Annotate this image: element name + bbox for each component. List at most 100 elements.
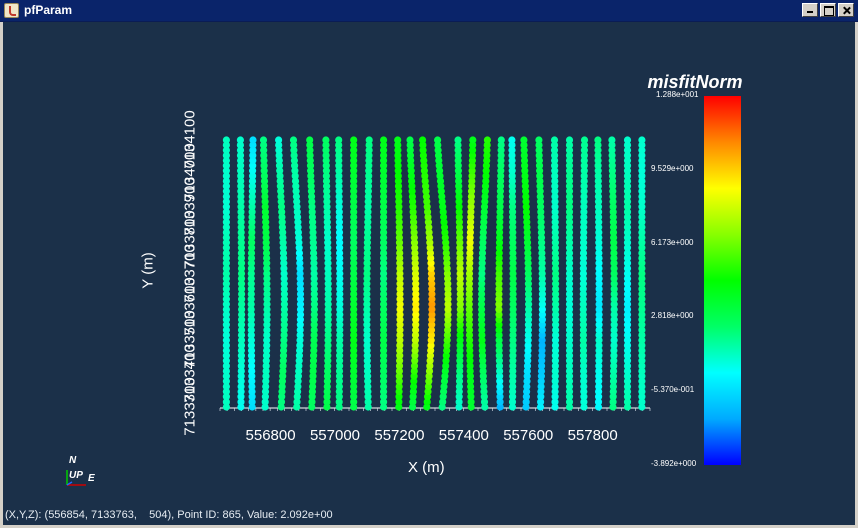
data-point[interactable]	[580, 357, 588, 365]
data-point[interactable]	[335, 213, 343, 221]
data-point[interactable]	[469, 146, 477, 154]
data-point[interactable]	[580, 403, 588, 411]
data-point[interactable]	[623, 285, 632, 293]
data-point[interactable]	[396, 275, 404, 283]
data-point[interactable]	[579, 290, 587, 298]
data-point[interactable]	[595, 295, 603, 303]
data-point[interactable]	[380, 367, 388, 375]
data-point[interactable]	[237, 377, 245, 385]
data-point[interactable]	[552, 305, 560, 313]
data-point[interactable]	[350, 336, 358, 344]
data-point[interactable]	[307, 182, 315, 190]
data-point[interactable]	[335, 203, 343, 211]
data-point[interactable]	[537, 218, 545, 226]
data-point[interactable]	[610, 259, 618, 267]
data-point[interactable]	[247, 331, 255, 339]
data-point[interactable]	[310, 305, 318, 313]
data-point[interactable]	[247, 275, 255, 283]
data-point[interactable]	[364, 218, 372, 226]
data-point[interactable]	[466, 244, 474, 252]
data-point[interactable]	[478, 295, 486, 303]
data-point[interactable]	[565, 393, 574, 401]
data-point[interactable]	[610, 290, 618, 298]
data-point[interactable]	[248, 239, 256, 247]
data-point[interactable]	[442, 362, 450, 370]
data-point[interactable]	[509, 280, 517, 288]
data-point[interactable]	[336, 316, 344, 324]
data-point[interactable]	[536, 403, 545, 411]
data-point[interactable]	[580, 218, 588, 226]
data-point[interactable]	[396, 326, 404, 334]
data-point[interactable]	[623, 198, 632, 206]
data-point[interactable]	[638, 336, 646, 344]
data-point[interactable]	[365, 172, 373, 180]
data-point[interactable]	[322, 141, 330, 149]
data-point[interactable]	[565, 352, 574, 360]
data-point[interactable]	[323, 198, 331, 206]
data-point[interactable]	[495, 239, 504, 247]
data-point[interactable]	[524, 336, 532, 344]
data-point[interactable]	[623, 311, 632, 319]
data-point[interactable]	[478, 259, 486, 267]
data-point[interactable]	[594, 187, 603, 195]
data-point[interactable]	[521, 162, 529, 170]
data-point[interactable]	[595, 346, 603, 355]
data-point[interactable]	[609, 393, 617, 401]
data-point[interactable]	[552, 290, 560, 298]
data-point[interactable]	[623, 136, 632, 144]
data-point[interactable]	[336, 264, 344, 272]
data-point[interactable]	[395, 228, 403, 236]
data-point[interactable]	[509, 336, 517, 344]
data-point[interactable]	[609, 228, 618, 236]
data-point[interactable]	[263, 275, 271, 283]
data-point[interactable]	[237, 162, 245, 170]
data-point[interactable]	[623, 316, 632, 324]
data-point[interactable]	[522, 198, 530, 206]
data-point[interactable]	[496, 393, 504, 401]
data-point[interactable]	[565, 377, 574, 385]
data-point[interactable]	[294, 223, 302, 231]
data-point[interactable]	[263, 305, 271, 313]
data-point[interactable]	[364, 182, 373, 190]
data-point[interactable]	[309, 382, 317, 391]
data-point[interactable]	[623, 305, 632, 313]
data-point[interactable]	[496, 234, 504, 242]
data-point[interactable]	[395, 377, 403, 385]
data-point[interactable]	[523, 213, 531, 221]
data-point[interactable]	[410, 362, 419, 370]
data-point[interactable]	[280, 290, 288, 298]
data-point[interactable]	[623, 187, 632, 195]
data-point[interactable]	[306, 146, 314, 154]
data-point[interactable]	[395, 393, 403, 401]
data-point[interactable]	[508, 198, 517, 206]
data-point[interactable]	[308, 203, 316, 211]
data-point[interactable]	[537, 388, 545, 396]
data-point[interactable]	[495, 336, 503, 344]
data-point[interactable]	[638, 398, 646, 406]
data-point[interactable]	[638, 300, 646, 308]
data-point[interactable]	[310, 295, 318, 303]
data-point[interactable]	[638, 244, 646, 252]
data-point[interactable]	[408, 177, 416, 185]
data-point[interactable]	[623, 249, 632, 257]
data-point[interactable]	[456, 254, 464, 262]
data-point[interactable]	[497, 156, 505, 165]
data-point[interactable]	[324, 285, 332, 293]
data-point[interactable]	[496, 228, 504, 236]
data-point[interactable]	[496, 198, 504, 206]
data-point[interactable]	[565, 182, 574, 190]
data-point[interactable]	[495, 311, 503, 319]
data-point[interactable]	[455, 403, 463, 411]
data-point[interactable]	[466, 234, 474, 242]
data-point[interactable]	[508, 136, 516, 144]
data-point[interactable]	[350, 192, 358, 201]
data-point[interactable]	[509, 290, 517, 298]
data-point[interactable]	[595, 326, 603, 334]
data-point[interactable]	[350, 249, 358, 257]
data-point[interactable]	[638, 162, 646, 170]
data-point[interactable]	[435, 162, 443, 170]
data-point[interactable]	[363, 275, 371, 283]
data-point[interactable]	[310, 300, 318, 308]
data-point[interactable]	[480, 218, 488, 226]
data-point[interactable]	[336, 331, 344, 339]
